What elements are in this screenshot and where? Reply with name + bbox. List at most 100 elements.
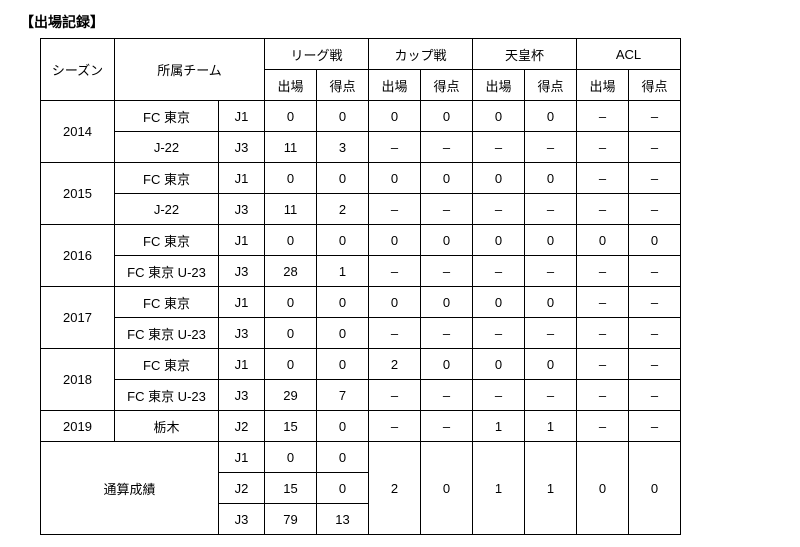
- cell-cup_a: –: [369, 380, 421, 411]
- cell-cup_g: 0: [421, 101, 473, 132]
- cell-acl_g: –: [629, 411, 681, 442]
- cell-league_a: 0: [265, 318, 317, 349]
- cell-cup_a: –: [369, 411, 421, 442]
- cell-div: J3: [219, 256, 265, 287]
- cell-div: J1: [219, 442, 265, 473]
- cell-emp_a: 0: [473, 101, 525, 132]
- cell-emp_g: 0: [525, 163, 577, 194]
- cell-cup_g: 0: [421, 442, 473, 535]
- cell-emp_a: –: [473, 380, 525, 411]
- cell-div: J3: [219, 194, 265, 225]
- cell-cup_g: –: [421, 380, 473, 411]
- cell-acl_g: 0: [629, 225, 681, 256]
- cell-league_g: 0: [317, 442, 369, 473]
- cell-acl_a: 0: [577, 225, 629, 256]
- cell-league_a: 79: [265, 504, 317, 535]
- cell-div: J1: [219, 225, 265, 256]
- cell-acl_a: –: [577, 349, 629, 380]
- cell-team: J-22: [115, 194, 219, 225]
- header-goals: 得点: [421, 70, 473, 101]
- cell-cup_a: –: [369, 194, 421, 225]
- header-goals: 得点: [629, 70, 681, 101]
- header-goals: 得点: [317, 70, 369, 101]
- cell-acl_g: –: [629, 287, 681, 318]
- cell-emp_a: –: [473, 318, 525, 349]
- cell-league_g: 1: [317, 256, 369, 287]
- table-row: 2016FC 東京J100000000: [41, 225, 681, 256]
- cell-emp_g: 0: [525, 349, 577, 380]
- cell-cup_g: –: [421, 194, 473, 225]
- cell-div: J1: [219, 349, 265, 380]
- cell-league_a: 29: [265, 380, 317, 411]
- cell-div: J3: [219, 504, 265, 535]
- cell-team: FC 東京: [115, 349, 219, 380]
- cell-div: J2: [219, 411, 265, 442]
- cell-cup_g: –: [421, 411, 473, 442]
- appearance-record-table: シーズン 所属チーム リーグ戦 カップ戦 天皇杯 ACL 出場 得点 出場 得点…: [40, 38, 681, 535]
- cell-team: FC 東京: [115, 225, 219, 256]
- table-row: J-22J3112––––––: [41, 194, 681, 225]
- cell-div: J3: [219, 318, 265, 349]
- cell-league_a: 0: [265, 225, 317, 256]
- cell-league_g: 0: [317, 318, 369, 349]
- cell-league_g: 0: [317, 349, 369, 380]
- cell-league_a: 0: [265, 163, 317, 194]
- cell-emp_g: 0: [525, 101, 577, 132]
- header-team: 所属チーム: [115, 39, 265, 101]
- table-row: FC 東京 U-23J300––––––: [41, 318, 681, 349]
- cell-season: 2018: [41, 349, 115, 411]
- cell-acl_g: –: [629, 101, 681, 132]
- cell-acl_g: –: [629, 380, 681, 411]
- cell-emp_a: 0: [473, 287, 525, 318]
- cell-emp_a: –: [473, 194, 525, 225]
- cell-team: FC 東京 U-23: [115, 256, 219, 287]
- cell-team: FC 東京: [115, 101, 219, 132]
- cell-emp_g: –: [525, 132, 577, 163]
- header-apps: 出場: [265, 70, 317, 101]
- cell-cup_a: –: [369, 256, 421, 287]
- cell-emp_a: 1: [473, 411, 525, 442]
- table-row: FC 東京 U-23J3297––––––: [41, 380, 681, 411]
- table-row-total: 通算成績J100201100: [41, 442, 681, 473]
- cell-acl_a: –: [577, 256, 629, 287]
- cell-cup_g: 0: [421, 225, 473, 256]
- cell-cup_g: –: [421, 132, 473, 163]
- cell-emp_a: 1: [473, 442, 525, 535]
- cell-team: 栃木: [115, 411, 219, 442]
- cell-acl_a: 0: [577, 442, 629, 535]
- header-emperor: 天皇杯: [473, 39, 577, 70]
- cell-cup_a: 0: [369, 225, 421, 256]
- section-title: 【出場記録】: [20, 12, 780, 32]
- cell-total-label: 通算成績: [41, 442, 219, 535]
- cell-emp_g: 1: [525, 411, 577, 442]
- cell-league_a: 0: [265, 349, 317, 380]
- cell-team: FC 東京: [115, 163, 219, 194]
- cell-league_a: 11: [265, 194, 317, 225]
- cell-league_g: 0: [317, 411, 369, 442]
- cell-league_g: 0: [317, 287, 369, 318]
- header-apps: 出場: [577, 70, 629, 101]
- cell-emp_g: –: [525, 318, 577, 349]
- cell-cup_a: 0: [369, 287, 421, 318]
- cell-acl_a: –: [577, 411, 629, 442]
- cell-acl_a: –: [577, 194, 629, 225]
- cell-div: J1: [219, 101, 265, 132]
- cell-div: J1: [219, 287, 265, 318]
- cell-season: 2014: [41, 101, 115, 163]
- cell-acl_g: 0: [629, 442, 681, 535]
- cell-league_a: 28: [265, 256, 317, 287]
- header-cup: カップ戦: [369, 39, 473, 70]
- cell-acl_a: –: [577, 318, 629, 349]
- cell-league_a: 11: [265, 132, 317, 163]
- cell-emp_g: 0: [525, 287, 577, 318]
- cell-league_a: 15: [265, 473, 317, 504]
- cell-acl_g: –: [629, 318, 681, 349]
- cell-season: 2015: [41, 163, 115, 225]
- header-league: リーグ戦: [265, 39, 369, 70]
- cell-acl_g: –: [629, 256, 681, 287]
- cell-cup_a: –: [369, 132, 421, 163]
- header-acl: ACL: [577, 39, 681, 70]
- cell-league_g: 2: [317, 194, 369, 225]
- cell-season: 2019: [41, 411, 115, 442]
- cell-acl_a: –: [577, 380, 629, 411]
